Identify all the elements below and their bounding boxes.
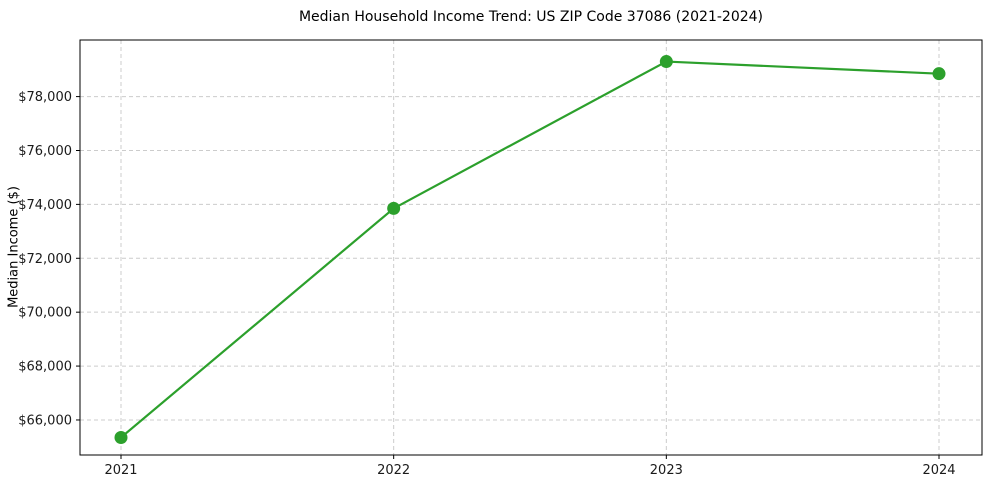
y-tick-label: $66,000 [18, 413, 72, 428]
y-tick-label: $70,000 [18, 306, 72, 321]
x-tick-label: 2021 [104, 463, 137, 478]
y-tick-label: $76,000 [18, 144, 72, 159]
data-point-2023 [659, 55, 673, 69]
x-tick-label: 2023 [650, 463, 683, 478]
data-point-2024 [932, 67, 946, 81]
data-point-2021 [114, 430, 128, 444]
y-tick-label: $72,000 [18, 252, 72, 267]
axes-spines [79, 39, 983, 456]
data-point-2022 [387, 201, 401, 215]
y-tick-label: $68,000 [18, 360, 72, 375]
y-tick-label: $78,000 [18, 90, 72, 105]
x-tick-label: 2022 [377, 463, 410, 478]
x-tick-label: 2024 [922, 463, 955, 478]
chart-title: Median Household Income Trend: US ZIP Co… [298, 9, 764, 25]
y-tick-label: $74,000 [18, 198, 72, 213]
trend-line [119, 60, 941, 439]
